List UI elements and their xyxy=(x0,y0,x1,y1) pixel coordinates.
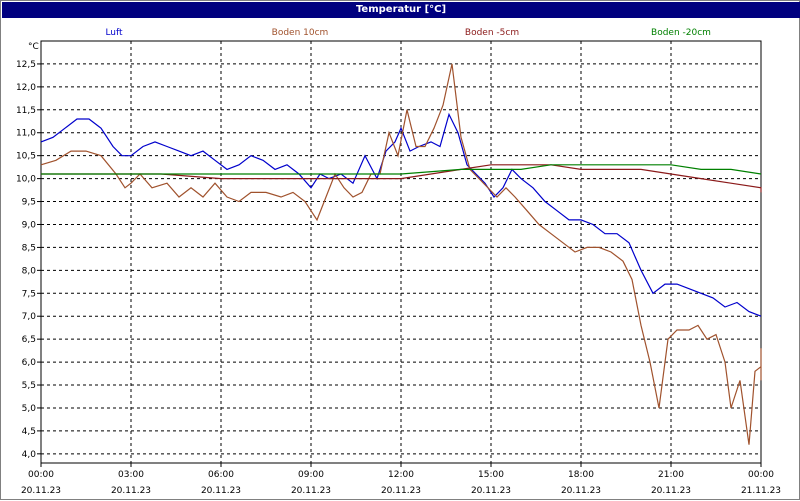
y-tick-label: 12,5 xyxy=(16,60,36,70)
x-tick-time-label: 09:00 xyxy=(298,470,324,480)
chart-legend: Luft Boden 10cm Boden -5cm Boden -20cm xyxy=(105,28,711,38)
y-axis-ticks: 4,0 4,5 5,0 5,5 6,0 6,5 7,0 7,5 8,0 8,5 9,0 9,5 10,0… xyxy=(16,60,41,460)
x-tick-date-label: 20.11.23 xyxy=(381,486,421,496)
x-axis-ticks: 00:00 20.11.23 03:00 20.11.23 06:00 20.11.23 0… xyxy=(21,463,781,496)
series-line-boden-5cm xyxy=(41,164,762,193)
x-tick-time-label: 00:00 xyxy=(748,470,774,480)
chart-series-lines xyxy=(40,63,762,445)
y-axis-unit-label: °C xyxy=(28,42,39,52)
x-tick-date-label: 20.11.23 xyxy=(201,486,241,496)
y-tick-label: 9,5 xyxy=(22,198,36,208)
y-tick-label: 11,0 xyxy=(16,129,36,139)
y-tick-label: 5,0 xyxy=(22,404,37,414)
x-tick-date-label: 20.11.23 xyxy=(291,486,331,496)
x-tick-time-label: 03:00 xyxy=(118,470,144,480)
y-tick-label: 10,5 xyxy=(16,152,36,162)
legend-entry-boden-10cm: Boden 10cm xyxy=(272,28,329,38)
series-line-luft xyxy=(40,112,762,317)
x-tick-time-label: 12:00 xyxy=(388,470,414,480)
x-tick-date-label: 20.11.23 xyxy=(471,486,511,496)
y-tick-label: 7,0 xyxy=(22,312,37,322)
y-tick-label: 4,0 xyxy=(22,450,37,460)
x-tick-time-label: 15:00 xyxy=(478,470,504,480)
x-tick-date-label: 20.11.23 xyxy=(21,486,61,496)
x-tick-date-label: 20.11.23 xyxy=(111,486,151,496)
y-tick-label: 8,0 xyxy=(22,266,37,276)
y-tick-label: 7,5 xyxy=(22,289,36,299)
x-tick-date-label: 20.11.23 xyxy=(651,486,691,496)
series-line-boden-20cm xyxy=(41,164,762,175)
y-tick-label: 12,0 xyxy=(16,83,36,93)
y-tick-label: 6,0 xyxy=(22,358,37,368)
chart-grid xyxy=(40,40,762,464)
legend-entry-boden-20cm: Boden -20cm xyxy=(651,28,711,38)
y-tick-label: 9,0 xyxy=(22,220,37,230)
y-tick-label: 11,5 xyxy=(16,106,36,116)
legend-entry-boden-5cm: Boden -5cm xyxy=(465,28,519,38)
x-tick-time-label: 00:00 xyxy=(28,470,54,480)
x-tick-time-label: 21:00 xyxy=(658,470,684,480)
y-tick-label: 5,5 xyxy=(22,381,36,391)
y-tick-label: 4,5 xyxy=(22,427,36,437)
series-line-boden-10cm xyxy=(40,63,762,445)
y-tick-label: 10,0 xyxy=(16,175,36,185)
x-tick-date-label: 21.11.23 xyxy=(741,486,781,496)
y-tick-label: 6,5 xyxy=(22,335,36,345)
x-tick-date-label: 20.11.23 xyxy=(561,486,601,496)
legend-entry-luft: Luft xyxy=(105,28,123,38)
x-tick-time-label: 06:00 xyxy=(208,470,234,480)
chart-title: Temperatur [°C] xyxy=(2,2,800,18)
x-tick-time-label: 18:00 xyxy=(568,470,594,480)
y-tick-label: 8,5 xyxy=(22,243,36,253)
